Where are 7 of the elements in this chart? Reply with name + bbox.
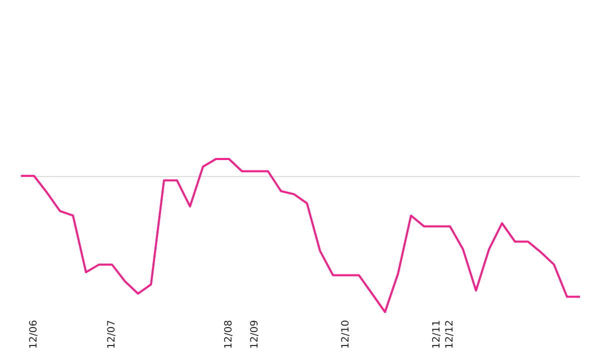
x-tick-label: 12/07 xyxy=(106,320,118,349)
x-tick-label: 12/06 xyxy=(28,320,40,349)
x-tick-label: 12/08 xyxy=(224,320,234,349)
x-tick-label: 12/11 xyxy=(432,320,442,349)
x-tick-label: 12/10 xyxy=(340,320,352,349)
x-tick-label: 12/09 xyxy=(250,320,260,349)
x-tick-label: 12/12 xyxy=(444,320,456,349)
